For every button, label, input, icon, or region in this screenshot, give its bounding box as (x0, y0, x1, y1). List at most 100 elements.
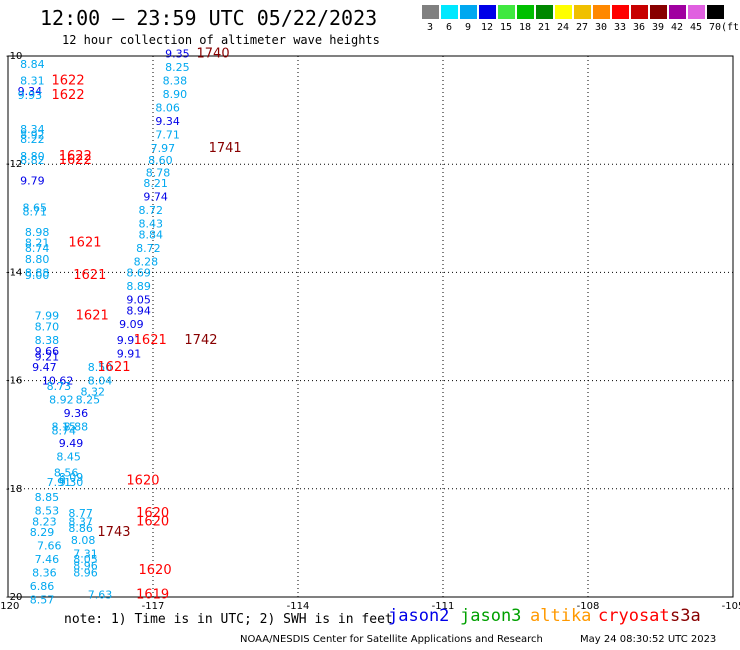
x-tick-label: -111 (432, 601, 455, 612)
wave-height-point: 8.22 (20, 133, 45, 146)
scale-label: 39 (651, 22, 665, 33)
scale-swatch (479, 5, 496, 19)
x-tick-label: -114 (287, 601, 310, 612)
scale-label: 9 (464, 22, 472, 33)
satellite-cryosat: cryosat (598, 606, 670, 626)
wave-height-point: 8.21 (143, 177, 168, 190)
wave-height-point: 8.96 (73, 560, 98, 573)
scale-label: 45 (689, 22, 703, 33)
wave-height-point: 9.34 (155, 115, 180, 128)
pass-time-label: 1622 (59, 153, 92, 168)
wave-height-point: 8.31 (20, 74, 45, 87)
y-tick-label: -12 (6, 159, 22, 170)
wave-height-point: 8.23 (32, 515, 57, 528)
y-tick-label: -16 (6, 376, 22, 387)
wave-height-point: 9.09 (119, 318, 143, 331)
wave-height-point: 9.30 (59, 476, 84, 489)
wave-height-point: 8.80 (20, 150, 45, 163)
wave-height-point: 8.74 (52, 424, 77, 437)
wave-height-point: 9.05 (126, 293, 150, 306)
wave-height-point: 7.46 (35, 553, 60, 566)
wave-height-point: 8.50 (88, 361, 113, 374)
wave-height-point: 9.47 (32, 361, 57, 374)
wave-height-point: 8.71 (23, 205, 48, 218)
scale-label: 6 (445, 22, 453, 33)
wave-height-point: 8.21 (25, 237, 49, 250)
wave-height-point: 9.91 (117, 334, 142, 347)
scale-label: 36 (632, 22, 646, 33)
wave-height-point: 7.97 (151, 142, 176, 155)
wave-height-point: 8.92 (20, 128, 45, 141)
wave-height-point: 9.79 (20, 174, 45, 187)
wave-height-point: 8.06 (155, 101, 180, 114)
footer-timestamp: May 24 08:30:52 UTC 2023 (580, 634, 717, 645)
wave-height-point: 8.34 (20, 123, 45, 136)
wave-height-point: 9.35 (165, 47, 190, 60)
wave-height-point: 8.88 (25, 266, 49, 279)
wave-height-point: 8.73 (47, 380, 72, 393)
wave-height-point: 8.36 (32, 567, 57, 580)
wave-height-point: 8.78 (146, 166, 171, 179)
pass-time-label: 1622 (52, 73, 85, 88)
pass-time-label: 1621 (76, 309, 109, 324)
pass-time-label: 1620 (139, 563, 172, 578)
y-tick-label: -20 (6, 592, 22, 603)
wave-height-point: 7.31 (73, 548, 98, 561)
wave-height-point: 8.53 (35, 504, 60, 517)
scale-swatch (498, 5, 515, 19)
chart-note: note: 1) Time is in UTC; 2) SWH is in fe… (64, 612, 393, 627)
wave-height-point: 8.04 (88, 375, 113, 388)
pass-time-label: 1621 (68, 236, 101, 251)
pass-time-label: 1741 (209, 141, 242, 156)
wave-height-point: 7.91 (47, 476, 72, 489)
scale-swatch (707, 5, 724, 19)
scale-swatch (460, 5, 477, 19)
wave-height-point: 8.85 (35, 491, 60, 504)
wave-height-point: 8.70 (35, 321, 60, 334)
wave-height-point: 8.25 (165, 61, 190, 74)
wave-height-point: 8.98 (25, 226, 49, 239)
pass-time-label: 1620 (136, 514, 169, 529)
pass-time-label: 1740 (197, 46, 230, 61)
scale-unit-label: (ft) (720, 22, 740, 33)
wave-height-point: 8.57 (30, 594, 55, 607)
wave-height-point: 8.56 (54, 467, 79, 480)
scale-swatch (517, 5, 534, 19)
wave-height-point: 8.77 (68, 507, 93, 520)
y-tick-label: -18 (6, 484, 22, 495)
x-tick-label: -108 (577, 601, 600, 612)
wave-height-point: 8.37 (68, 515, 93, 528)
scale-label: 21 (537, 22, 551, 33)
pass-time-label: 1621 (134, 333, 167, 348)
pass-time-label: 1620 (126, 474, 159, 489)
wave-height-point: 6.86 (30, 580, 55, 593)
wave-height-point: 8.88 (64, 421, 88, 434)
pass-time-label: 1620 (136, 506, 169, 521)
satellite-jason2: jason2 (388, 606, 450, 626)
wave-height-point: 7.66 (37, 540, 62, 553)
wave-height-point: 9.91 (117, 348, 142, 361)
wave-height-point: 8.05 (73, 553, 98, 566)
scale-label: 3 (426, 22, 434, 33)
pass-time-label: 1621 (73, 268, 106, 283)
x-tick-label: -105 (722, 601, 740, 612)
wave-height-point: 9.36 (64, 407, 88, 420)
wave-height-point: 8.74 (25, 242, 49, 255)
wave-height-point: 8.84 (20, 58, 45, 71)
scale-label: 18 (518, 22, 532, 33)
scale-label: 30 (594, 22, 608, 33)
plot-frame (7, 55, 734, 598)
wave-height-point: 8.28 (134, 256, 159, 269)
page-subtitle: 12 hour collection of altimeter wave hei… (62, 33, 380, 47)
wave-height-point: 10.62 (42, 375, 73, 388)
satellite-altika: altika (530, 606, 592, 626)
wave-height-point: 8.90 (163, 88, 188, 101)
wave-height-point: 8.38 (35, 334, 60, 347)
wave-height-point: 8.45 (56, 450, 80, 463)
scale-label: 12 (480, 22, 494, 33)
wave-height-point: 8.32 (81, 385, 106, 398)
scale-label: 70 (708, 22, 722, 33)
wave-height-point: 8.92 (49, 394, 73, 407)
wave-height-point: 8.94 (126, 304, 150, 317)
